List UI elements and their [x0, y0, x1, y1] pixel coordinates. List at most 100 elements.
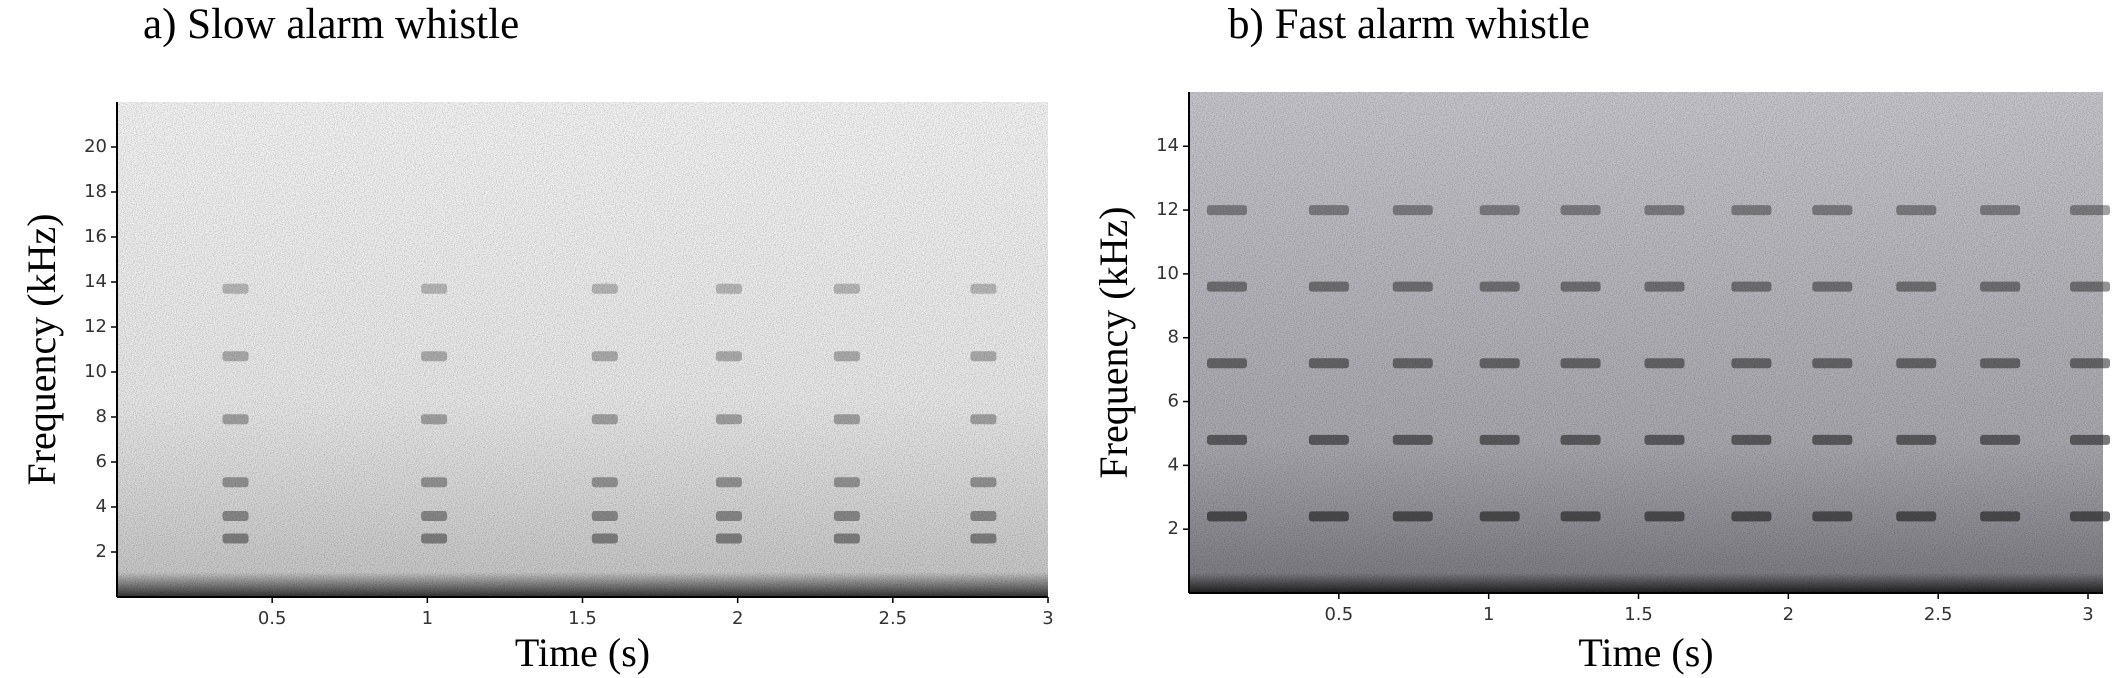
harmonic-streak: [1308, 511, 1349, 522]
y-tick-label: 8: [96, 406, 107, 427]
harmonic-streak: [1560, 281, 1601, 292]
harmonic-streak: [421, 511, 448, 521]
x-tick-label: 1.5: [1624, 604, 1653, 625]
harmonic-streak: [970, 414, 997, 425]
harmonic-streak: [1392, 511, 1433, 522]
harmonic-streak: [2070, 281, 2111, 292]
harmonic-streak: [1206, 358, 1247, 369]
harmonic-streak: [833, 414, 860, 425]
x-tick-label: 2: [732, 608, 743, 629]
harmonic-streak: [1980, 511, 2021, 522]
harmonic-streak: [1206, 434, 1247, 445]
harmonic-streak: [970, 511, 997, 521]
harmonic-streak: [970, 283, 997, 294]
harmonic-streak: [591, 283, 618, 294]
harmonic-streak: [1812, 281, 1853, 292]
harmonic-streak: [1812, 358, 1853, 369]
harmonic-streak: [1479, 358, 1520, 369]
x-tick-label: 3: [2082, 604, 2093, 625]
harmonic-streak: [222, 533, 249, 544]
harmonic-streak: [591, 533, 618, 544]
y-tick-label: 18: [84, 181, 107, 202]
y-tick-label: 2: [96, 541, 107, 562]
harmonic-streak: [715, 477, 742, 488]
harmonic-streak: [1560, 511, 1601, 522]
y-tick-label: 4: [96, 496, 107, 517]
y-tick-label: 10: [1156, 263, 1179, 284]
harmonic-streak: [2070, 434, 2111, 445]
harmonic-streak: [1731, 511, 1772, 522]
harmonic-streak: [591, 351, 618, 362]
harmonic-streak: [421, 414, 448, 425]
x-tick-label: 0.5: [1325, 604, 1354, 625]
harmonic-streak: [2070, 358, 2111, 369]
harmonic-streak: [715, 351, 742, 362]
harmonic-streak: [421, 351, 448, 362]
harmonic-streak: [1980, 434, 2021, 445]
x-axis-label: Time (s): [1578, 630, 1713, 675]
harmonic-streak: [1560, 434, 1601, 445]
harmonic-streak: [970, 477, 997, 488]
harmonic-streak: [1392, 205, 1433, 216]
harmonic-streak: [1896, 281, 1937, 292]
harmonic-streak: [1896, 358, 1937, 369]
x-tick-label: 2: [1783, 604, 1794, 625]
harmonic-streak: [222, 283, 249, 294]
harmonic-streak: [1731, 205, 1772, 216]
harmonic-streak: [833, 533, 860, 544]
harmonic-streak: [1308, 358, 1349, 369]
harmonic-streak: [1308, 281, 1349, 292]
chart-title: a) Slow alarm whistle: [143, 1, 519, 48]
harmonic-streak: [1560, 358, 1601, 369]
harmonic-streak: [222, 511, 249, 521]
harmonic-streak: [1812, 434, 1853, 445]
x-tick-label: 1: [422, 608, 433, 629]
harmonic-streak: [1644, 358, 1685, 369]
harmonic-streak: [222, 351, 249, 362]
harmonic-streak: [715, 414, 742, 425]
harmonic-streak: [1644, 205, 1685, 216]
y-tick-label: 14: [1156, 135, 1179, 156]
harmonic-streak: [421, 283, 448, 294]
harmonic-streak: [833, 283, 860, 294]
harmonic-streak: [591, 477, 618, 488]
y-tick-label: 14: [84, 271, 107, 292]
x-tick-label: 1: [1483, 604, 1494, 625]
harmonic-streak: [1206, 511, 1247, 522]
harmonic-streak: [1479, 281, 1520, 292]
chart-title: b) Fast alarm whistle: [1228, 1, 1590, 48]
harmonic-streak: [1980, 205, 2021, 216]
harmonic-streak: [1812, 205, 1853, 216]
harmonic-streak: [1308, 434, 1349, 445]
harmonic-streak: [1479, 205, 1520, 216]
harmonic-streak: [1644, 434, 1685, 445]
harmonic-streak: [1392, 434, 1433, 445]
harmonic-streak: [421, 533, 448, 544]
harmonic-streak: [1206, 205, 1247, 216]
harmonic-streak: [222, 477, 249, 488]
y-tick-label: 6: [1168, 391, 1179, 412]
harmonic-streak: [591, 414, 618, 425]
harmonic-streak: [1731, 281, 1772, 292]
y-tick-label: 4: [1168, 454, 1179, 475]
x-tick-label: 0.5: [258, 608, 287, 629]
x-tick-label: 1.5: [568, 608, 597, 629]
harmonic-streak: [1896, 205, 1937, 216]
harmonic-streak: [2070, 205, 2111, 216]
x-tick-label: 2.5: [879, 608, 908, 629]
harmonic-streak: [715, 511, 742, 521]
y-axis-label: Frequency (kHz): [19, 213, 64, 485]
harmonic-streak: [1392, 281, 1433, 292]
spectrogram-noise: [117, 102, 1048, 597]
y-tick-label: 8: [1168, 327, 1179, 348]
y-axis-label: Frequency (kHz): [1091, 206, 1136, 478]
harmonic-streak: [1731, 434, 1772, 445]
harmonic-streak: [833, 351, 860, 362]
y-tick-label: 2: [1168, 518, 1179, 539]
harmonic-streak: [1980, 358, 2021, 369]
y-tick-label: 12: [1156, 199, 1179, 220]
x-axis-label: Time (s): [515, 630, 650, 675]
harmonic-streak: [715, 533, 742, 544]
